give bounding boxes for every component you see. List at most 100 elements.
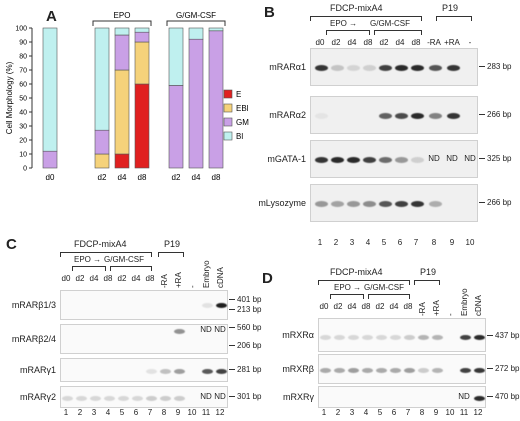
gel-row-label: mRARα2 [269, 110, 306, 120]
a-ytick-label: 60 [19, 82, 27, 89]
gel-band [75, 395, 87, 401]
gel-band [215, 302, 227, 308]
d-gcsf: G/GM-CSF [364, 283, 404, 292]
gel-image [60, 290, 228, 320]
b-header-bracket [310, 16, 422, 21]
panel-b-label: B [264, 4, 275, 21]
gel-band [346, 65, 360, 71]
lane-label: +RA [432, 300, 441, 316]
lane-label: d8 [361, 302, 371, 311]
c-p19: P19 [164, 239, 181, 249]
lane-label: 11 [201, 408, 211, 417]
lane-label: d8 [403, 302, 413, 311]
gel-band [428, 113, 442, 119]
gel-image [60, 358, 228, 382]
a-xtick-label: d8 [212, 173, 221, 182]
b-gcsf: G/GM-CSF [370, 19, 410, 28]
lane-label: 4 [363, 408, 369, 417]
band-size-label: 283 bp [479, 62, 511, 71]
a-ytick-label: 90 [19, 40, 27, 47]
not-determined-label: ND [458, 392, 470, 401]
lane-label: 7 [413, 238, 419, 247]
panel-a-label: A [46, 8, 57, 25]
lane-label: d2 [75, 274, 85, 283]
gel-band [459, 334, 471, 340]
gel-band [431, 334, 443, 340]
lane-label: 3 [349, 238, 355, 247]
gel-band [346, 157, 360, 163]
a-bar-segment [168, 85, 184, 169]
c-epo: EPO → [74, 255, 102, 264]
lane-label: - [188, 285, 197, 288]
gel-band [330, 157, 344, 163]
d-gcsf-bracket [368, 294, 410, 299]
band-size-label: 281 bp [229, 365, 261, 374]
b-gcsf-bracket [374, 30, 422, 35]
a-bar-segment [188, 38, 204, 169]
b-header: FDCP-mixA4 [330, 3, 383, 13]
band-size-label: 401 bp [229, 295, 261, 304]
a-bar-segment [94, 153, 110, 169]
not-determined-label: ND [464, 154, 476, 163]
lane-label: Embryo [460, 288, 469, 316]
c-header-bracket [60, 252, 152, 257]
gel-band [314, 201, 328, 207]
gel-band [362, 201, 376, 207]
b-epo-bracket [326, 30, 370, 35]
gel-band [361, 334, 373, 340]
lane-label: 11 [459, 408, 469, 417]
lane-label: 10 [445, 408, 455, 417]
gel-band [362, 65, 376, 71]
gel-band [319, 334, 331, 340]
a-xtick-label: d0 [46, 173, 55, 182]
a-legend-swatch [223, 117, 233, 127]
lane-label: cDNA [474, 295, 483, 316]
gel-band [201, 368, 213, 374]
not-determined-label: ND [214, 325, 226, 334]
lane-label: 12 [215, 408, 225, 417]
gel-band [131, 395, 143, 401]
not-determined-label: ND [200, 325, 212, 334]
lane-label: 5 [377, 408, 383, 417]
gel-band [473, 395, 485, 401]
gel-band [394, 113, 408, 119]
gel-band [362, 157, 376, 163]
d-epo: EPO → [334, 283, 362, 292]
lane-label: 8 [431, 238, 437, 247]
a-ytick-label: 10 [19, 152, 27, 159]
lane-label: 10 [465, 238, 475, 247]
gel-image [310, 96, 478, 134]
a-bar-segment [134, 31, 150, 43]
band-size-label: 266 bp [479, 198, 511, 207]
band-size-label: 301 bp [229, 392, 261, 401]
a-bar-segment [42, 150, 58, 169]
a-legend-swatch [223, 89, 233, 99]
gel-band [103, 395, 115, 401]
gel-band [417, 334, 429, 340]
lane-label: -RA [427, 38, 441, 47]
gel-band [417, 367, 429, 373]
lane-label: d8 [411, 38, 421, 47]
gel-band [347, 334, 359, 340]
gel-row-label: mRXRβ [282, 364, 314, 374]
gel-band [394, 157, 408, 163]
gel-band [375, 367, 387, 373]
gel-band [61, 395, 73, 401]
gel-image [60, 324, 228, 354]
a-legend-label: GM [236, 118, 249, 127]
a-bar-segment [168, 27, 184, 86]
lane-label: 5 [381, 238, 387, 247]
d-p19: P19 [420, 267, 437, 277]
a-bar-segment [42, 27, 58, 152]
d-p19-bracket [414, 280, 440, 285]
lane-label: +RA [444, 38, 460, 47]
a-ytick-label: 80 [19, 54, 27, 61]
gel-row-label: mRARβ2/4 [11, 334, 56, 344]
lane-label: 2 [77, 408, 83, 417]
gel-band [173, 328, 185, 334]
panel-a-chart: Cell Morphology (%) 0 10 20 30 40 50 60 70 80 90 10… [5, 11, 249, 182]
gel-band [314, 157, 328, 163]
b-p19: P19 [442, 3, 459, 13]
gel-band [446, 113, 460, 119]
a-legend-label: EBl [236, 104, 249, 113]
